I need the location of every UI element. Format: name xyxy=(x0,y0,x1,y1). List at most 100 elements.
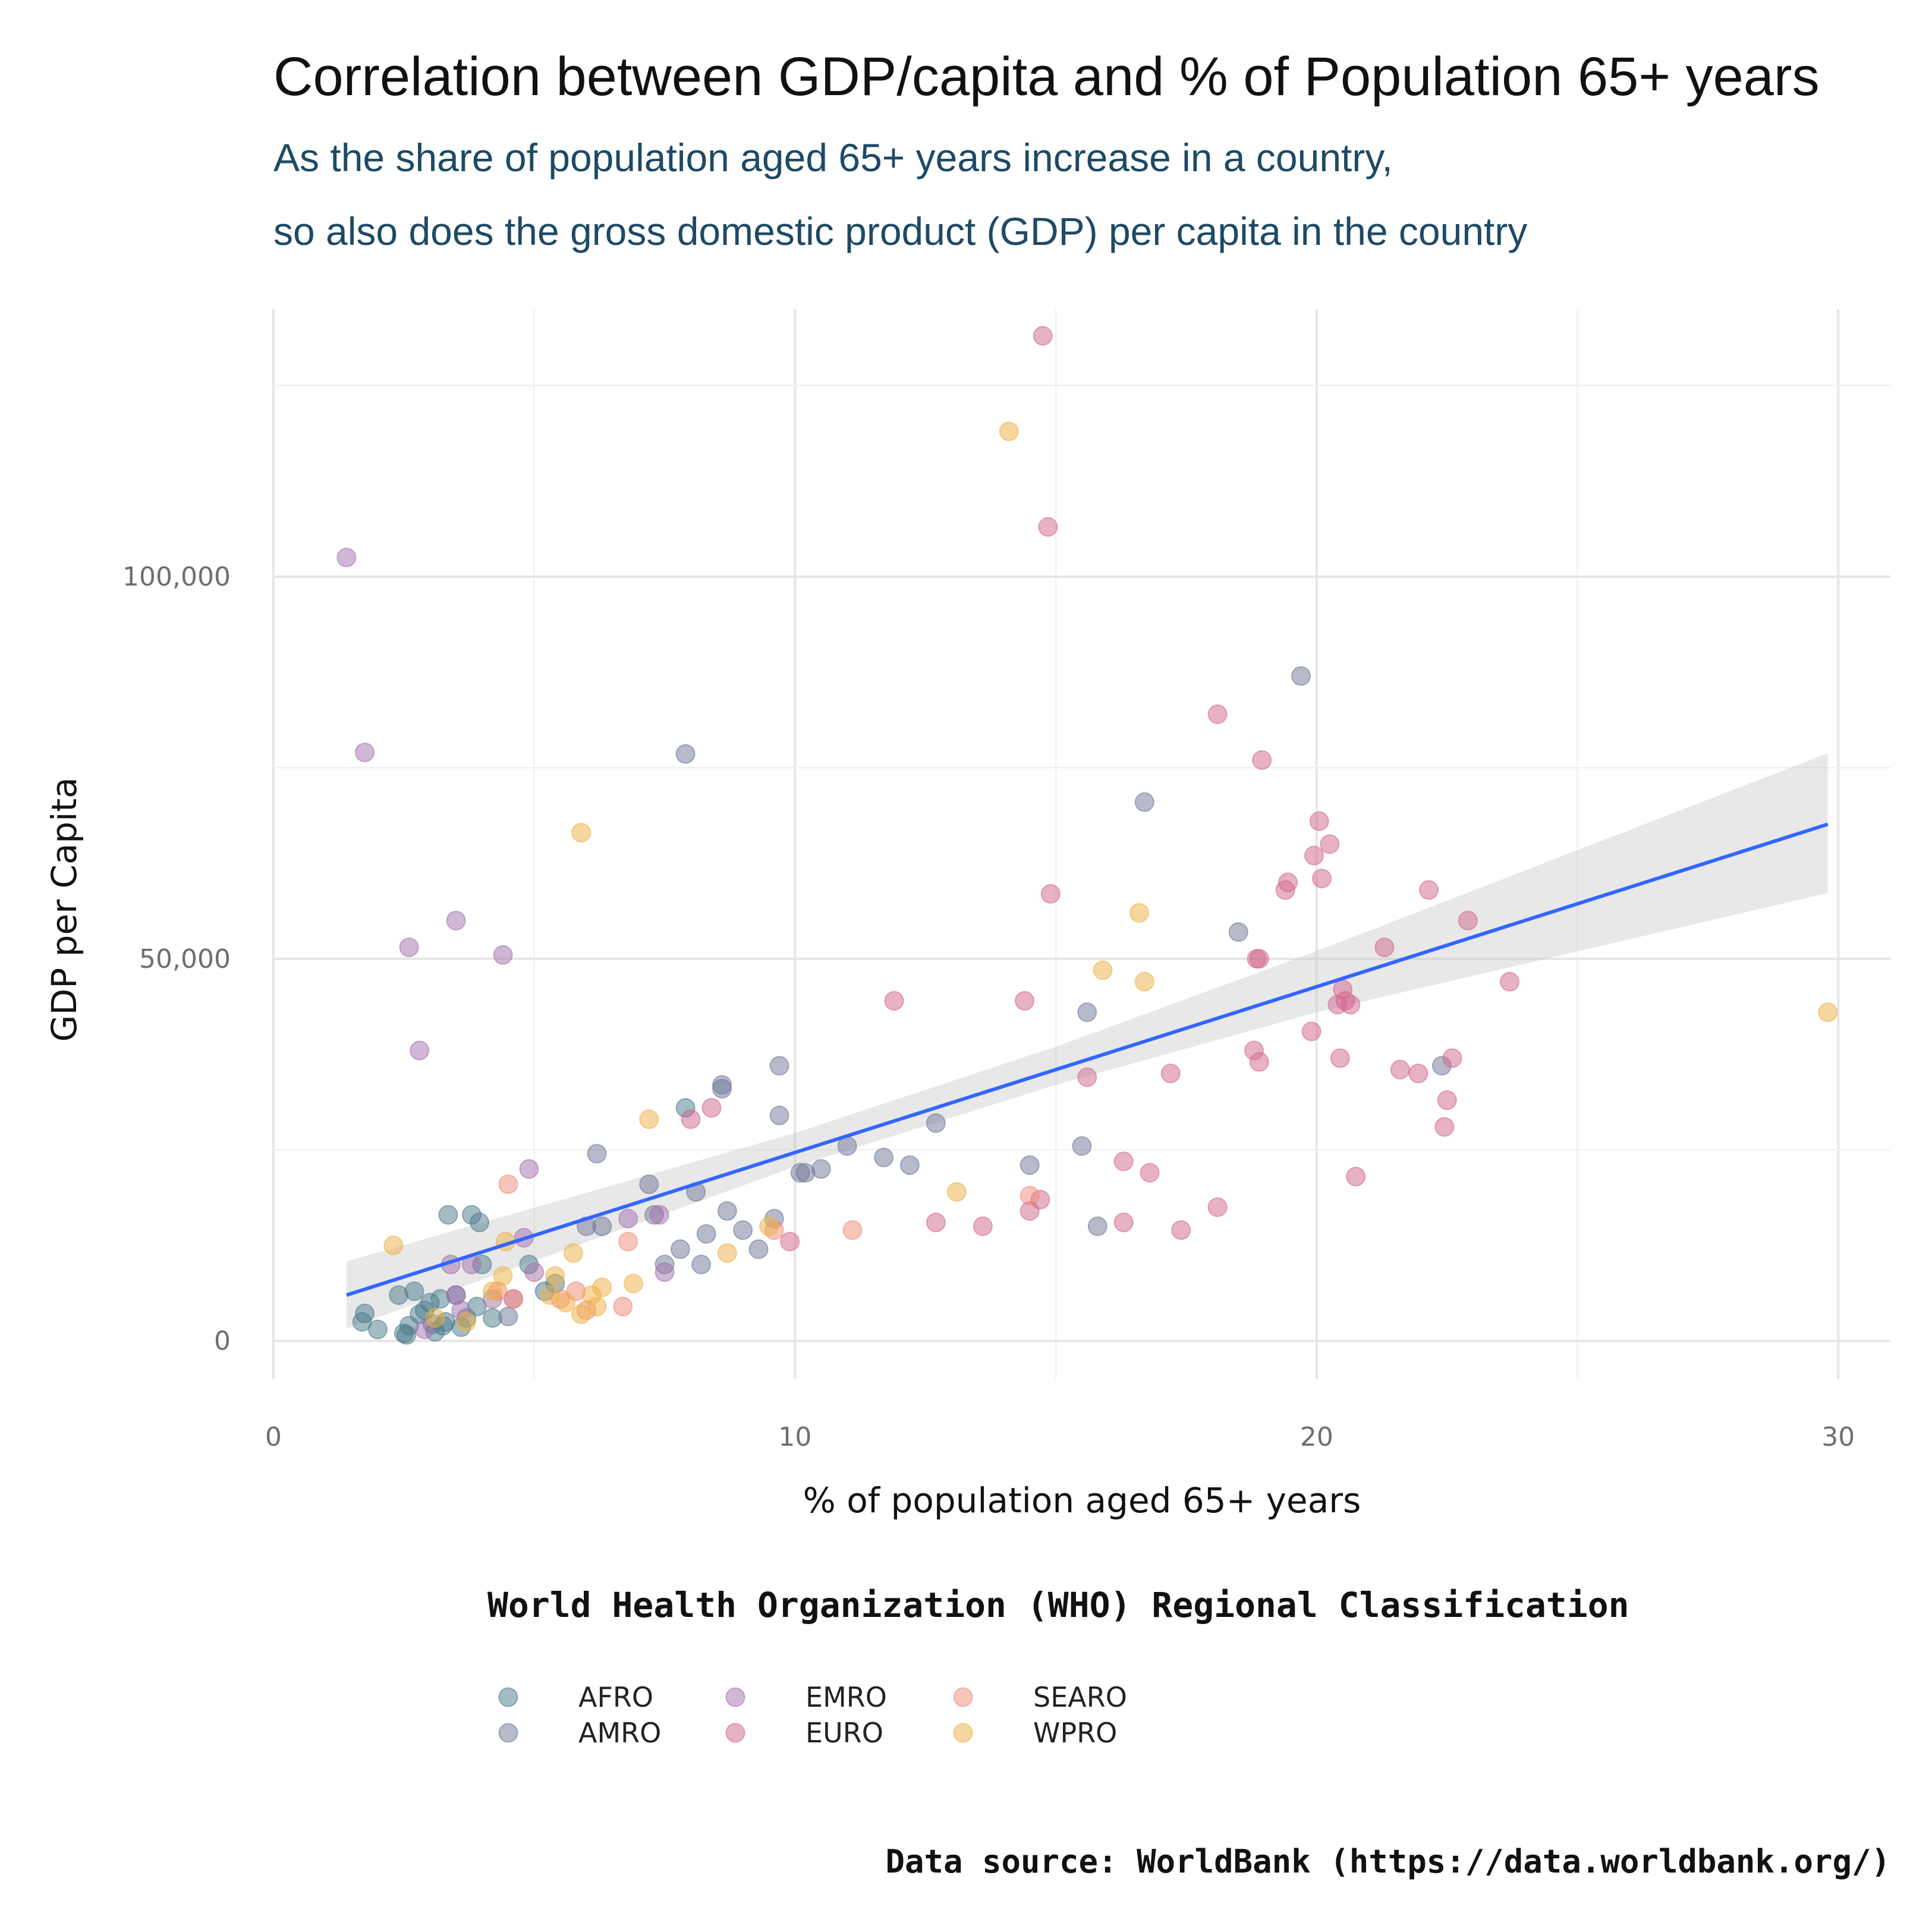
point-euro-1 xyxy=(701,1098,722,1118)
point-euro-45 xyxy=(1458,911,1478,931)
point-euro-16 xyxy=(1160,1063,1181,1084)
point-euro-4 xyxy=(926,1212,946,1232)
point-afro-1 xyxy=(355,1303,375,1323)
point-emro-5 xyxy=(446,911,466,931)
point-euro-38 xyxy=(1374,937,1395,958)
point-amro-30 xyxy=(1087,1216,1107,1236)
point-euro-41 xyxy=(1418,880,1439,900)
point-wpro-3 xyxy=(483,1281,503,1301)
point-wpro-16 xyxy=(639,1109,659,1129)
point-euro-39 xyxy=(1390,1059,1410,1080)
point-euro-14 xyxy=(1113,1212,1134,1232)
point-searo-8 xyxy=(842,1220,863,1240)
point-euro-33 xyxy=(1330,1048,1350,1068)
point-afro-13 xyxy=(438,1205,458,1225)
point-euro-37 xyxy=(1346,1166,1366,1187)
point-euro-3 xyxy=(884,991,904,1011)
legend-key-wpro xyxy=(953,1723,973,1743)
point-euro-43 xyxy=(1437,1090,1457,1110)
point-emro-9 xyxy=(493,945,513,965)
point-amro-33 xyxy=(1291,666,1311,686)
grid xyxy=(272,309,1890,1379)
point-afro-19 xyxy=(470,1212,490,1232)
point-euro-15 xyxy=(1140,1163,1160,1183)
legend-label-afro: AFRO xyxy=(578,1681,653,1713)
point-emro-12 xyxy=(519,1159,539,1179)
point-amro-29 xyxy=(1077,1002,1097,1022)
legend-label-euro: EURO xyxy=(805,1717,883,1749)
point-amro-10 xyxy=(691,1254,711,1275)
point-amro-3 xyxy=(592,1216,612,1236)
point-wpro-0 xyxy=(383,1235,404,1256)
point-wpro-23 xyxy=(1134,971,1154,992)
point-wpro-17 xyxy=(717,1243,737,1263)
point-euro-42 xyxy=(1434,1117,1455,1137)
point-wpro-9 xyxy=(564,1243,584,1263)
legend-title: World Health Organization (WHO) Regional… xyxy=(487,1585,1629,1625)
point-amro-18 xyxy=(769,1105,789,1125)
point-emro-1 xyxy=(355,742,375,763)
axis-ticks: 0 10 20 30 0 50,000 100,000 xyxy=(122,562,1855,1452)
point-euro-31 xyxy=(1320,834,1340,854)
point-amro-4 xyxy=(639,1174,659,1194)
point-emro-15 xyxy=(618,1209,638,1229)
point-afro-2 xyxy=(367,1319,388,1339)
point-wpro-10 xyxy=(571,823,591,843)
point-emro-0 xyxy=(336,547,357,568)
legend-label-searo: SEARO xyxy=(1033,1681,1127,1713)
point-amro-2 xyxy=(587,1144,607,1164)
point-euro-12 xyxy=(1077,1067,1097,1087)
point-amro-26 xyxy=(926,1113,946,1133)
point-euro-28 xyxy=(1304,845,1324,866)
point-amro-0 xyxy=(498,1307,518,1327)
point-euro-11 xyxy=(1040,884,1061,904)
y-tick-label-50000: 50,000 xyxy=(139,944,231,974)
data-points xyxy=(336,326,1838,1345)
point-wpro-11 xyxy=(571,1304,591,1324)
point-wpro-14 xyxy=(592,1277,612,1298)
x-tick-label-20: 20 xyxy=(1300,1422,1333,1452)
point-euro-46 xyxy=(1499,971,1519,992)
point-euro-19 xyxy=(1207,1197,1228,1217)
point-amro-11 xyxy=(696,1224,716,1244)
point-wpro-19 xyxy=(946,1182,967,1202)
point-amro-25 xyxy=(899,1155,920,1175)
point-euro-5 xyxy=(973,1216,993,1236)
chart-title: Correlation between GDP/capita and % of … xyxy=(273,46,1820,107)
point-euro-44 xyxy=(1442,1048,1462,1068)
point-wpro-7 xyxy=(545,1266,565,1286)
point-euro-29 xyxy=(1309,811,1329,831)
point-emro-2 xyxy=(399,937,419,958)
point-amro-7 xyxy=(670,1239,690,1259)
point-euro-10 xyxy=(1038,517,1058,537)
point-euro-2 xyxy=(780,1232,800,1252)
point-euro-22 xyxy=(1249,949,1269,969)
legend-label-amro: AMRO xyxy=(578,1717,661,1749)
chart-subtitle-line-1: As the share of population aged 65+ year… xyxy=(273,136,1393,180)
point-amro-16 xyxy=(748,1239,769,1259)
trend-line xyxy=(345,822,1829,1297)
point-amro-32 xyxy=(1228,922,1248,942)
point-amro-13 xyxy=(712,1075,732,1095)
point-euro-27 xyxy=(1301,1021,1321,1041)
point-euro-9 xyxy=(1033,326,1053,346)
point-amro-24 xyxy=(874,1147,894,1168)
legend-key-afro xyxy=(498,1687,518,1707)
point-euro-0 xyxy=(681,1109,701,1129)
confidence-band xyxy=(346,753,1828,1329)
point-euro-23 xyxy=(1249,1052,1269,1072)
point-euro-6 xyxy=(1014,991,1034,1011)
trend-confidence-band xyxy=(346,753,1828,1329)
point-emro-3 xyxy=(410,1040,430,1061)
y-tick-label-100000: 100,000 xyxy=(122,562,231,592)
point-euro-40 xyxy=(1408,1063,1428,1084)
point-euro-17 xyxy=(1171,1220,1191,1240)
point-searo-6 xyxy=(618,1232,638,1252)
legend-key-amro xyxy=(498,1723,518,1743)
point-emro-13 xyxy=(524,1262,545,1282)
point-searo-9 xyxy=(1020,1185,1040,1206)
point-searo-5 xyxy=(613,1297,633,1317)
point-wpro-4 xyxy=(493,1266,513,1286)
point-wpro-2 xyxy=(457,1312,477,1332)
point-afro-26 xyxy=(397,1324,417,1345)
